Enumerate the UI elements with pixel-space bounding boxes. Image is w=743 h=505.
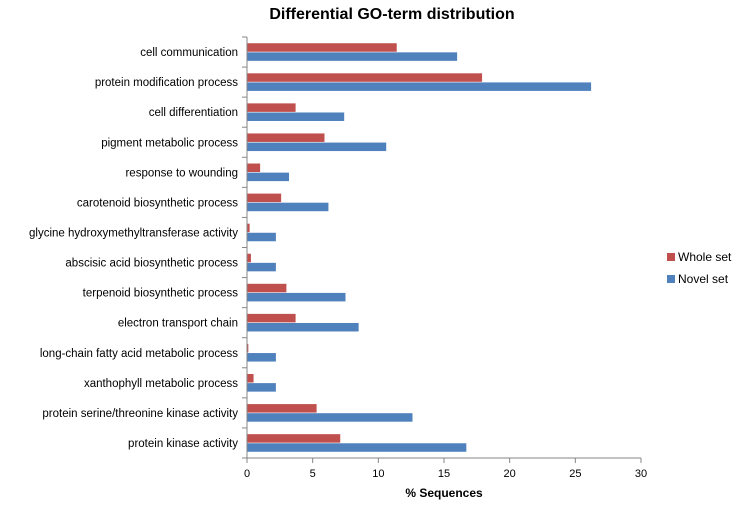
category-label-xanthophyll-metabolic-process: xanthophyll metabolic process bbox=[84, 378, 238, 390]
category-label-protein-serine-threonine-kinase-activity: protein serine/threonine kinase activity bbox=[42, 408, 238, 420]
bar-novel-set-protein-serine-threonine-kinase-activity bbox=[247, 413, 413, 422]
bar-whole-set-glycine-hydroxymethyltransferase-activity bbox=[247, 223, 250, 233]
bar-novel-set-protein-kinase-activity bbox=[247, 443, 467, 452]
bar-novel-set-response-to-wounding bbox=[247, 172, 290, 182]
bar-whole-set-abscisic-acid-biosynthetic-process bbox=[247, 253, 251, 263]
bar-novel-set-glycine-hydroxymethyltransferase-activity bbox=[247, 232, 276, 242]
category-label-cell-communication: cell communication bbox=[140, 47, 238, 59]
category-label-cell-differentiation: cell differentiation bbox=[149, 107, 238, 119]
legend-label-novel-set: Novel set bbox=[678, 272, 729, 286]
bar-whole-set-carotenoid-biosynthetic-process bbox=[247, 193, 282, 203]
category-label-pigment-metabolic-process: pigment metabolic process bbox=[101, 137, 238, 149]
category-labels: cell communication protein modification p… bbox=[29, 47, 238, 450]
bar-novel-set-carotenoid-biosynthetic-process bbox=[247, 202, 329, 212]
category-label-protein-kinase-activity: protein kinase activity bbox=[128, 438, 238, 450]
bar-novel-set-terpenoid-biosynthetic-process bbox=[247, 292, 346, 302]
x-axis-title: % Sequences bbox=[405, 486, 483, 500]
bar-whole-set-protein-kinase-activity bbox=[247, 434, 341, 443]
bar-novel-set-abscisic-acid-biosynthetic-process bbox=[247, 262, 276, 272]
x-tick-label-20: 20 bbox=[504, 468, 516, 480]
bar-whole-set-response-to-wounding bbox=[247, 163, 261, 173]
bar-whole-set-protein-serine-threonine-kinase-activity bbox=[247, 404, 317, 413]
legend-swatch-novel-set bbox=[667, 275, 675, 283]
x-tick-label-25: 25 bbox=[569, 468, 581, 480]
bar-whole-set-terpenoid-biosynthetic-process bbox=[247, 283, 287, 293]
bar-whole-set-cell-communication bbox=[247, 43, 397, 52]
bar-whole-set-pigment-metabolic-process bbox=[247, 133, 325, 142]
bar-novel-set-long-chain-fatty-acid-metabolic-process bbox=[247, 353, 276, 362]
x-tick-label-10: 10 bbox=[372, 468, 384, 480]
bar-whole-set-long-chain-fatty-acid-metabolic-process bbox=[247, 343, 249, 353]
category-label-response-to-wounding: response to wounding bbox=[125, 167, 238, 179]
bar-novel-set-cell-differentiation bbox=[247, 112, 345, 121]
category-label-carotenoid-biosynthetic-process: carotenoid biosynthetic process bbox=[77, 197, 238, 209]
chart-title: Differential GO-term distribution bbox=[269, 6, 514, 23]
x-tick-label-30: 30 bbox=[635, 468, 647, 480]
category-label-protein-modification-process: protein modification process bbox=[95, 77, 238, 89]
bar-whole-set-protein-modification-process bbox=[247, 73, 483, 82]
bar-whole-set-cell-differentiation bbox=[247, 103, 296, 112]
bar-whole-set-electron-transport-chain bbox=[247, 313, 296, 323]
category-label-abscisic-acid-biosynthetic-process: abscisic acid biosynthetic process bbox=[65, 258, 238, 270]
x-tick-label-15: 15 bbox=[438, 468, 450, 480]
bars-group bbox=[247, 43, 592, 452]
bar-novel-set-cell-communication bbox=[247, 52, 458, 61]
bar-novel-set-xanthophyll-metabolic-process bbox=[247, 383, 276, 392]
bar-whole-set-xanthophyll-metabolic-process bbox=[247, 374, 254, 383]
x-tick-label-0: 0 bbox=[244, 468, 250, 480]
legend-swatch-whole-set bbox=[667, 253, 675, 261]
category-label-terpenoid-biosynthetic-process: terpenoid biosynthetic process bbox=[83, 288, 239, 300]
legend-label-whole-set: Whole set bbox=[678, 250, 732, 264]
bar-novel-set-protein-modification-process bbox=[247, 82, 592, 91]
bar-novel-set-electron-transport-chain bbox=[247, 322, 359, 332]
category-label-long-chain-fatty-acid-metabolic-process: long-chain fatty acid metabolic process bbox=[40, 348, 238, 360]
legend: Whole set Novel set bbox=[667, 250, 732, 286]
x-tick-label-5: 5 bbox=[310, 468, 316, 480]
category-label-electron-transport-chain: electron transport chain bbox=[118, 318, 238, 330]
category-label-glycine-hydroxymethyltransferase-activity: glycine hydroxymethyltransferase activit… bbox=[29, 227, 238, 239]
bar-novel-set-pigment-metabolic-process bbox=[247, 142, 387, 152]
x-axis-ticks: 0 5 10 15 20 25 30 bbox=[242, 36, 647, 480]
